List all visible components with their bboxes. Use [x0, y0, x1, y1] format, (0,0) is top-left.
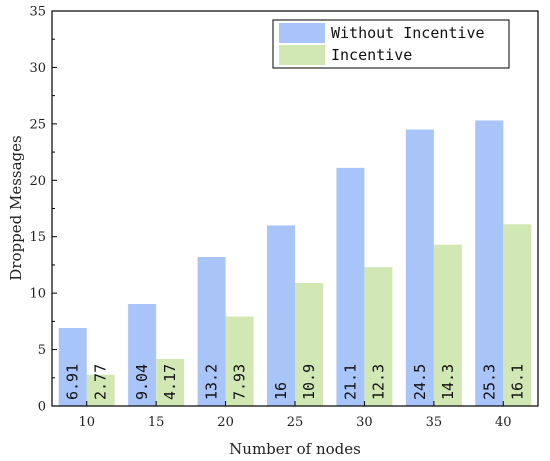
chart-axes: 0 5 10 15 20 25 30 35 10 15 20 25 30 35 40: [29, 5, 511, 431]
bar-label-s0-30: 21.1: [341, 364, 359, 400]
bar-label-s0-25: 16: [272, 382, 290, 400]
y-tick-label: 20: [29, 174, 46, 189]
y-tick-label: 25: [29, 117, 46, 132]
bar-s0-25: [267, 225, 295, 406]
bar-s0-40: [475, 120, 504, 406]
bar-label-s1-25: 10.9: [300, 364, 318, 400]
legend-label-s1: Incentive: [331, 46, 412, 64]
x-tick-label: 10: [78, 415, 95, 430]
bar-s1-10: [86, 374, 115, 406]
x-axis-title: Number of nodes: [229, 440, 361, 458]
bar-s1-20: [225, 316, 254, 406]
y-tick-label: 0: [38, 400, 46, 415]
legend-swatch-s1: [279, 45, 325, 65]
bar-label-s1-35: 14.3: [439, 364, 457, 400]
bar-label-s1-20: 7.93: [231, 364, 249, 400]
bar-label-s1-30: 12.3: [369, 364, 387, 400]
x-tick-label: 40: [495, 415, 512, 430]
bar-label-s0-40: 25.3: [480, 364, 498, 400]
legend-label-s0: Without Incentive: [331, 24, 485, 42]
bar-s0-30: [336, 167, 365, 406]
legend-swatch-s0: [279, 23, 325, 43]
bar-label-s0-20: 13.2: [203, 364, 221, 400]
bar-label-s0-10: 6.91: [64, 364, 82, 400]
bar-s0-20: [197, 257, 226, 406]
x-tick-label: 20: [217, 415, 234, 430]
y-tick-label: 10: [29, 287, 46, 302]
y-tick-label: 30: [29, 61, 46, 76]
bar-label-s1-15: 4.17: [161, 364, 179, 400]
x-tick-label: 25: [287, 415, 304, 430]
bar-s1-40: [503, 224, 532, 406]
bar-label-s1-10: 2.77: [92, 364, 110, 400]
x-tick-label: 30: [356, 415, 373, 430]
x-tick-label: 35: [426, 415, 443, 430]
x-tick-label: 15: [148, 415, 165, 430]
bar-s1-35: [433, 244, 462, 406]
bar-s1-15: [156, 358, 185, 406]
bar-s1-25: [295, 282, 323, 406]
bar-label-s0-15: 9.04: [133, 364, 151, 400]
bar-s0-10: [58, 328, 87, 406]
y-tick-label: 5: [38, 343, 46, 358]
y-tick-label: 15: [29, 230, 46, 245]
bar-s0-35: [405, 129, 434, 406]
y-tick-label: 35: [29, 5, 46, 20]
chart-marks: 6.91 9.04 13.2 16 21.1 24.5 25.3 2.77 4.17 7.93 10…: [58, 120, 532, 406]
y-axis-title: Dropped Messages: [7, 135, 25, 280]
bar-s0-15: [128, 303, 157, 406]
legend: Without Incentive Incentive: [272, 19, 510, 69]
bar-s1-30: [364, 267, 393, 406]
bar-label-s1-40: 16.1: [508, 364, 526, 400]
bar-label-s0-35: 24.5: [411, 364, 429, 400]
